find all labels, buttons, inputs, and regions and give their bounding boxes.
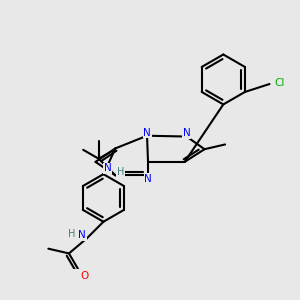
Text: N: N: [78, 230, 86, 240]
Text: Cl: Cl: [274, 78, 285, 88]
Text: H: H: [117, 167, 124, 177]
Text: H: H: [68, 230, 75, 239]
Text: N: N: [183, 128, 190, 138]
Text: N: N: [143, 128, 151, 138]
Text: N: N: [144, 173, 152, 184]
Text: O: O: [81, 271, 89, 281]
Text: N: N: [103, 163, 111, 173]
